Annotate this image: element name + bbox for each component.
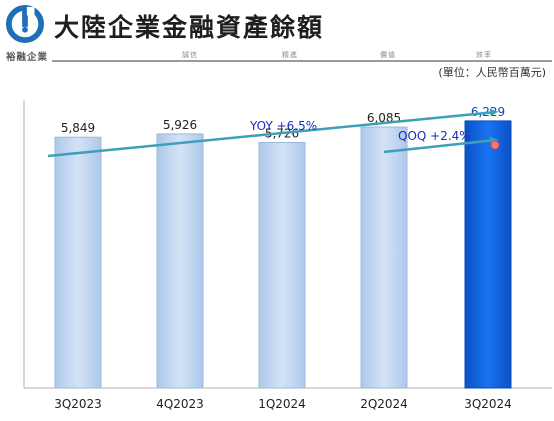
x-tick-label-2Q2024: 2Q2024 xyxy=(360,397,408,411)
slide-title: 大陸企業金融資產餘額 xyxy=(54,13,325,42)
yoy-annotation: YOY +6.5% xyxy=(249,119,317,133)
x-tick-label-3Q2023: 3Q2023 xyxy=(54,397,102,411)
motto-item: 效率 xyxy=(476,51,492,59)
x-tick-label-4Q2023: 4Q2023 xyxy=(156,397,204,411)
motto-item: 誠信 xyxy=(182,51,198,59)
x-tick-label-1Q2024: 1Q2024 xyxy=(258,397,306,411)
pointer-dot-icon xyxy=(490,140,500,150)
motto-item: 精進 xyxy=(282,51,298,59)
bar-1Q2024 xyxy=(258,141,306,389)
header-divider xyxy=(52,60,552,62)
motto-item: 價值 xyxy=(380,51,396,59)
bar-4Q2023 xyxy=(156,133,204,389)
bar-2Q2024 xyxy=(360,126,408,389)
brand-name: 裕融企業 xyxy=(6,52,49,63)
bar-3Q2023 xyxy=(54,136,102,389)
value-label-4Q2023: 5,926 xyxy=(163,118,197,132)
qoq-arrow xyxy=(383,136,498,154)
yoy-arrow xyxy=(47,108,498,158)
x-tick-label-3Q2024: 3Q2024 xyxy=(464,397,512,411)
company-logo-icon xyxy=(6,5,44,43)
value-label-3Q2023: 5,849 xyxy=(61,121,95,135)
slide-header: 大陸企業金融資產餘額 裕融企業 誠信 精進 價值 效率 xyxy=(0,0,554,63)
bar-3Q2024 xyxy=(464,120,512,389)
qoq-annotation: QOQ +2.4% xyxy=(398,129,471,143)
unit-label: (單位：人民幣百萬元) xyxy=(438,66,546,79)
